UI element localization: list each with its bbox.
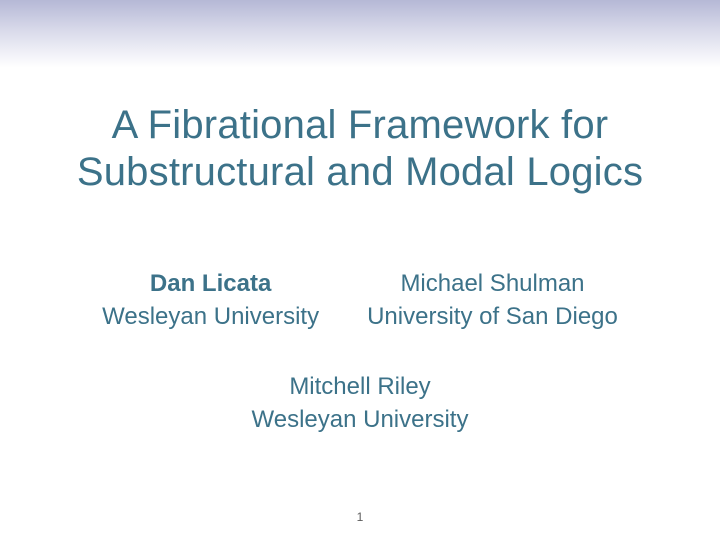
author-3-name: Mitchell Riley	[0, 371, 720, 403]
title-line-2: Substructural and Modal Logics	[40, 149, 680, 196]
author-1-affiliation: Wesleyan University	[102, 301, 319, 333]
author-3: Mitchell Riley Wesleyan University	[0, 371, 720, 436]
page-number: 1	[0, 510, 720, 524]
author-2-affiliation: University of San Diego	[367, 301, 618, 333]
authors-row: Dan Licata Wesleyan University Michael S…	[0, 268, 720, 333]
title-block: A Fibrational Framework for Substructura…	[0, 102, 720, 196]
author-1: Dan Licata Wesleyan University	[102, 268, 319, 333]
header-gradient-band	[0, 0, 720, 68]
author-2-name: Michael Shulman	[367, 268, 618, 300]
author-3-affiliation: Wesleyan University	[0, 404, 720, 436]
author-1-name: Dan Licata	[102, 268, 319, 300]
author-2: Michael Shulman University of San Diego	[367, 268, 618, 333]
title-line-1: A Fibrational Framework for	[40, 102, 680, 149]
